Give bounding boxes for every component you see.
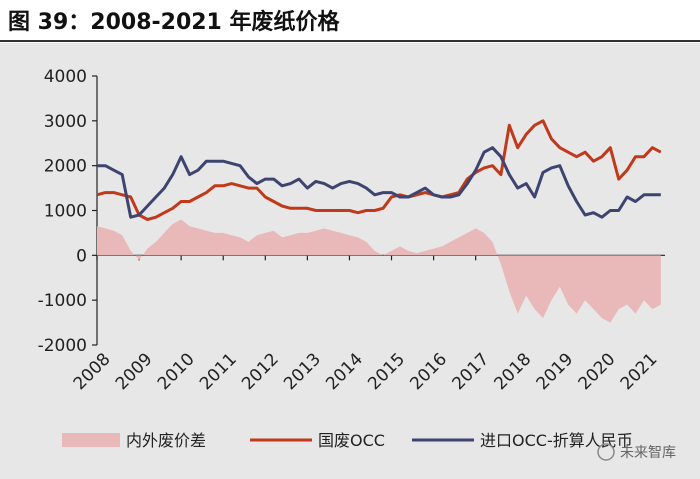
x-tick-label: 2013 [280,349,325,394]
x-tick-label: 2017 [448,349,493,394]
chart-title: 图 39：2008-2021 年废纸价格 [8,10,340,35]
x-tick-label: 2011 [196,349,241,394]
series-area-spread [97,219,661,323]
legend-label-domestic: 国废OCC [318,431,385,450]
legend-label-spread: 内外废价差 [126,431,206,450]
x-tick-label: 2014 [322,349,367,394]
x-tick-label: 2015 [364,349,409,394]
y-tick-label: 0 [76,246,87,266]
y-tick-label: 3000 [44,112,87,132]
legend-label-imported: 进口OCC-折算人民币 [480,431,633,450]
watermark-text: 未来智库 [620,445,676,461]
series-line-imported-occ [97,146,661,219]
y-tick-label: 1000 [44,202,87,222]
x-tick-label: 2010 [154,349,199,394]
legend-swatch-spread [62,433,120,447]
x-tick-label: 2019 [533,349,578,394]
x-tick-label: 2021 [617,349,662,394]
title-divider [0,40,700,42]
y-tick-label: 2000 [44,157,87,177]
x-tick-label: 2012 [238,349,283,394]
y-tick-label: 4000 [44,67,87,87]
x-tick-label: 2020 [575,349,620,394]
x-tick-label: 2009 [112,349,157,394]
y-tick-label: -2000 [38,336,87,356]
x-tick-label: 2018 [491,349,536,394]
watermark-logo-icon [597,443,615,461]
series-line-domestic-occ [96,119,662,221]
x-tick-label: 2016 [406,349,451,394]
y-tick-label: -1000 [38,291,87,311]
x-tick-label: 2008 [70,349,115,394]
